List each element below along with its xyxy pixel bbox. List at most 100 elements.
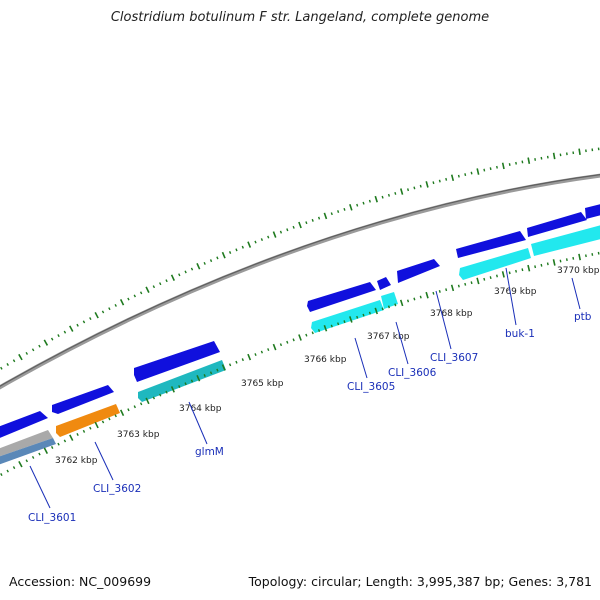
gene-block-steel: [0, 438, 56, 465]
ruler-minor-tick: [190, 379, 194, 383]
ruler-minor-tick: [152, 285, 156, 289]
ruler-minor-tick: [337, 210, 340, 214]
ruler-minor-tick: [286, 340, 289, 344]
ruler-major-tick: [374, 195, 378, 203]
ruler-minor-tick: [406, 188, 410, 192]
ruler-minor-tick: [438, 290, 441, 293]
ruler-minor-tick: [165, 390, 168, 394]
ruler-minor-tick: [591, 253, 594, 256]
ruler-major-tick: [578, 253, 582, 261]
ruler-minor-tick: [559, 259, 562, 263]
ruler-minor-tick: [279, 343, 283, 347]
genome-backbone: [0, 173, 600, 390]
ruler-minor-tick: [159, 282, 162, 286]
ruler-major-tick: [400, 188, 404, 195]
ruler-minor-tick: [362, 313, 365, 317]
ruler-major-tick: [272, 231, 277, 238]
ruler-minor-tick: [464, 282, 467, 286]
inner-ruler: [0, 251, 600, 476]
ruler-minor-tick: [63, 330, 67, 334]
ruler-minor-tick: [356, 315, 359, 319]
ruler-minor-tick: [184, 382, 187, 386]
tick-label: 3766 kbp: [304, 355, 347, 365]
ruler-minor-tick: [464, 173, 467, 177]
cds-block: [527, 212, 587, 237]
ruler-minor-tick: [267, 235, 270, 239]
ruler-major-tick: [298, 221, 302, 229]
ruler-minor-tick: [565, 258, 568, 262]
ruler-minor-tick: [419, 184, 422, 188]
ruler-minor-tick: [254, 353, 257, 357]
ruler-minor-tick: [6, 363, 9, 366]
tick-label: 3762 kbp: [55, 456, 98, 466]
ruler-major-tick: [196, 262, 201, 270]
ruler-minor-tick: [209, 371, 213, 375]
ruler-minor-tick: [540, 263, 543, 267]
ruler-major-tick: [170, 274, 175, 281]
ruler-minor-tick: [0, 366, 3, 370]
ruler-minor-tick: [343, 207, 346, 211]
ruler-minor-tick: [432, 181, 435, 185]
ruler-minor-tick: [267, 348, 270, 352]
ruler-minor-tick: [152, 396, 156, 400]
ruler-major-tick: [349, 204, 353, 211]
ruler-minor-tick: [139, 291, 143, 295]
ruler-minor-tick: [50, 445, 54, 449]
gene-label-cli-3607: CLI_3607: [430, 352, 478, 364]
ruler-minor-tick: [343, 320, 346, 324]
ruler-minor-tick: [483, 277, 486, 281]
ruler-minor-tick: [260, 350, 264, 354]
cds-block: [52, 385, 114, 414]
ruler-minor-tick: [63, 439, 67, 443]
tick-label: 3768 kbp: [430, 309, 473, 319]
ruler-major-tick: [527, 264, 531, 272]
cds-block: [0, 411, 48, 438]
ruler-minor-tick: [438, 179, 441, 183]
ruler-minor-tick: [216, 368, 219, 372]
tick-label: 3767 kbp: [367, 332, 410, 342]
ruler-major-tick: [18, 353, 23, 361]
cds-block: [456, 231, 526, 258]
ruler-minor-tick: [25, 459, 28, 463]
ruler-major-tick: [69, 325, 74, 332]
ruler-minor-tick: [279, 230, 283, 234]
ruler-major-tick: [450, 174, 455, 182]
map-title: Clostridium botulinum F str. Langeland, …: [110, 10, 490, 25]
gene-block-cyan: [459, 248, 531, 280]
gene-label-cli-3601: CLI_3601: [28, 512, 76, 524]
ruler-minor-tick: [203, 374, 206, 377]
ruler-minor-tick: [311, 331, 314, 335]
ruler-minor-tick: [101, 310, 105, 314]
ruler-minor-tick: [178, 273, 181, 277]
ruler-minor-tick: [470, 281, 473, 285]
ruler-minor-tick: [159, 393, 162, 397]
ruler-minor-tick: [101, 420, 105, 424]
gene-block-cyan: [311, 300, 384, 333]
ruler-major-tick: [145, 286, 150, 293]
gene-block-cyan: [531, 225, 600, 256]
gene-block-cyan: [381, 292, 398, 309]
ruler-major-tick: [552, 259, 556, 266]
tick-label: 3769 kbp: [494, 287, 537, 297]
ruler-minor-tick: [108, 307, 111, 311]
ruler-minor-tick: [368, 311, 371, 315]
gene-label-ptb: ptb: [574, 311, 592, 323]
ruler-major-tick: [145, 397, 150, 405]
accession-text: Accession: NC_009699: [9, 574, 152, 589]
ruler-minor-tick: [515, 269, 518, 273]
ruler-major-tick: [425, 181, 429, 188]
ruler-minor-tick: [305, 221, 308, 225]
ruler-minor-tick: [445, 288, 448, 292]
gene-block-grey: [0, 430, 53, 457]
ruler-minor-tick: [260, 238, 264, 242]
ruler-minor-tick: [584, 254, 587, 258]
ruler-minor-tick: [133, 405, 136, 409]
label-leaders: [29, 267, 581, 509]
ruler-major-tick: [94, 312, 99, 319]
genome-summary-text: Topology: circular; Length: 3,995,387 bp…: [248, 574, 592, 589]
ruler-minor-tick: [114, 303, 117, 307]
ruler-minor-tick: [508, 163, 511, 166]
ruler-minor-tick: [387, 193, 391, 197]
cds-block: [585, 204, 600, 219]
gene-track: [0, 225, 600, 465]
